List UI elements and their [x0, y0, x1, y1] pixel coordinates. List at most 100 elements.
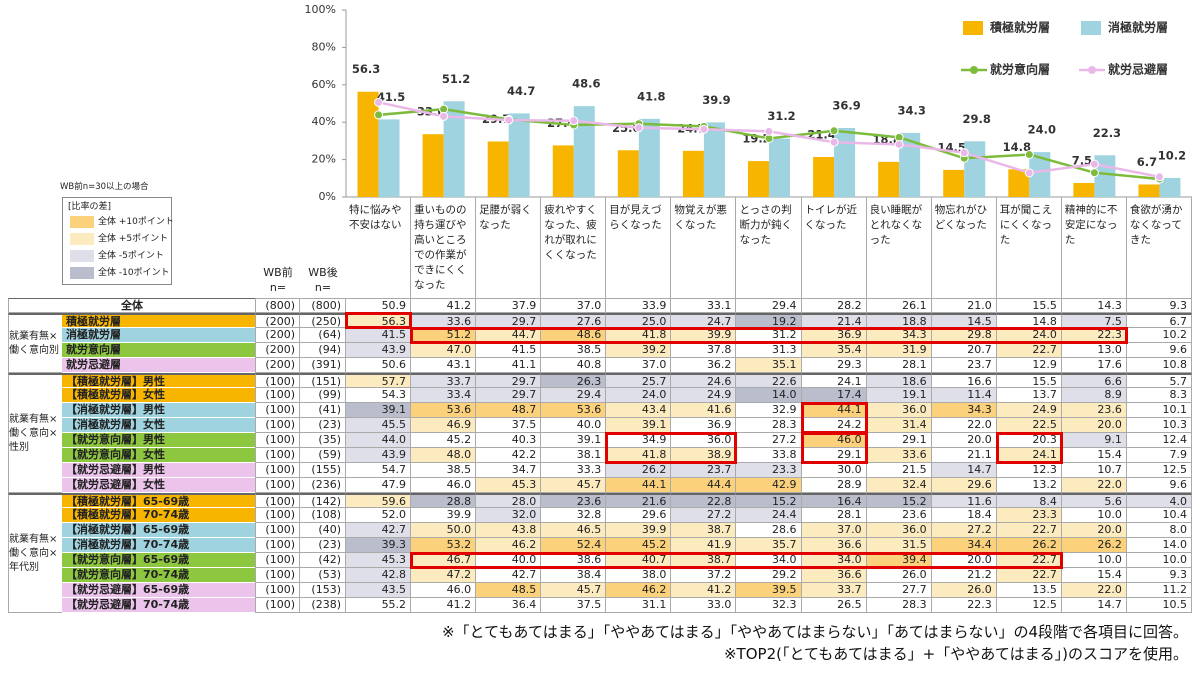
row-label: 【積極就労層】男性 [62, 373, 255, 388]
y-tick-label: 100% [305, 3, 336, 16]
table-cell: 33.0 [671, 598, 737, 613]
table-cell: 10.5 [1126, 598, 1192, 613]
table-cell: 29.6 [931, 478, 997, 493]
n-header: WB前 [263, 266, 293, 279]
column-border [735, 197, 737, 298]
table-cell: 15.5 [996, 298, 1062, 313]
table-cell: 26.1 [866, 298, 932, 313]
n-before: (100) [255, 433, 300, 448]
table-cell: 40.7 [606, 553, 672, 568]
column-border [540, 197, 542, 298]
table-cell: 9.6 [1126, 343, 1192, 358]
table-cell: 40.3 [476, 433, 542, 448]
bar-value-label: 39.9 [702, 93, 730, 107]
table-cell: 38.4 [541, 568, 607, 583]
n-after: (155) [300, 463, 346, 478]
category-label: 良い睡眠がとれなくなった [869, 204, 923, 246]
table-cell: 45.7 [541, 478, 607, 493]
legend-swatch [963, 21, 983, 35]
line-point [504, 115, 514, 125]
table-cell: 39.9 [606, 523, 672, 538]
n-after: (64) [300, 328, 346, 343]
table-cell: 15.2 [736, 493, 802, 508]
category-label: 特に悩みや不安はない [349, 204, 402, 231]
table-cell: 44.1 [801, 403, 867, 418]
table-cell: 10.0 [1126, 553, 1192, 568]
bar [357, 91, 379, 197]
n-after: (23) [300, 418, 346, 433]
table-cell: 26.3 [541, 373, 607, 388]
table-cell: 23.3 [736, 463, 802, 478]
table-cell: 10.4 [1126, 508, 1192, 523]
row-label: 【就労忌避層】女性 [62, 478, 255, 493]
bar [1138, 184, 1160, 197]
table-cell: 17.6 [1061, 358, 1127, 373]
table-cell: 22.6 [736, 373, 802, 388]
column-border [865, 197, 867, 298]
row-label: 【消極就労層】女性 [62, 418, 255, 433]
highlight-box [410, 552, 1063, 569]
bar-value-label: 31.2 [767, 109, 795, 123]
n-after: (238) [300, 598, 346, 613]
table-cell: 27.2 [931, 523, 997, 538]
legend-title: [比率の差] [68, 202, 112, 212]
table-cell: 28.6 [736, 523, 802, 538]
line-point [764, 126, 774, 136]
table-cell: 43.9 [346, 343, 412, 358]
table-cell: 39.9 [411, 508, 477, 523]
table-cell: 43.5 [346, 583, 412, 598]
y-tick-label: 40% [312, 115, 336, 128]
row-label: 【就労意向層】65-69歳 [62, 553, 255, 568]
n-after: (35) [300, 433, 346, 448]
n-before: (200) [255, 343, 300, 358]
row-label: 就労意向層 [62, 343, 255, 358]
legend-label: 全体 -5ポイント [98, 251, 164, 261]
table-cell: 36.0 [671, 433, 737, 448]
bar [552, 145, 574, 197]
table-cell: 21.1 [931, 448, 997, 463]
table-cell: 12.3 [996, 463, 1062, 478]
column-border [800, 197, 802, 298]
table-cell: 21.4 [801, 313, 867, 328]
bar [443, 101, 465, 197]
table-cell: 34.4 [931, 538, 997, 553]
line-point [1024, 168, 1034, 178]
bar-value-label: 41.5 [377, 90, 405, 104]
n-after: (53) [300, 568, 346, 583]
table-cell: 14.5 [931, 313, 997, 328]
table-cell: 21.2 [931, 568, 997, 583]
table-cell: 22.0 [931, 418, 997, 433]
table-cell: 18.8 [866, 313, 932, 328]
n-after: (23) [300, 538, 346, 553]
category-label: 物忘れがひどくなった [934, 204, 988, 231]
table-cell: 45.2 [411, 433, 477, 448]
table-cell: 31.1 [606, 598, 672, 613]
table-cell: 43.9 [346, 448, 412, 463]
bar [422, 134, 444, 197]
n-before: (200) [255, 328, 300, 343]
table-cell: 7.5 [1061, 313, 1127, 328]
table-cell: 54.3 [346, 388, 412, 403]
table-cell: 23.7 [671, 463, 737, 478]
table-cell: 27.6 [541, 313, 607, 328]
row-label: 全体 [8, 298, 255, 313]
bar [899, 132, 921, 197]
table-cell: 28.8 [411, 493, 477, 508]
table-cell: 41.2 [411, 298, 477, 313]
table-cell: 33.6 [411, 313, 477, 328]
column-border [1125, 197, 1127, 298]
legend-label: 全体 -10ポイント [98, 268, 170, 278]
n-header-unit: n= [269, 281, 287, 294]
table-cell: 41.9 [671, 538, 737, 553]
table-cell: 11.4 [931, 388, 997, 403]
table-cell: 32.3 [736, 598, 802, 613]
table-cell: 32.8 [541, 508, 607, 523]
table-cell: 23.7 [931, 358, 997, 373]
table-cell: 26.2 [996, 538, 1062, 553]
table-cell: 38.0 [606, 568, 672, 583]
table-cell: 39.1 [541, 433, 607, 448]
table-cell: 10.0 [1061, 508, 1127, 523]
row-label: 【積極就労層】70-74歳 [62, 508, 255, 523]
category-label: 重いものの持ち運びや高いところでの作業ができにくくなった [414, 204, 467, 291]
